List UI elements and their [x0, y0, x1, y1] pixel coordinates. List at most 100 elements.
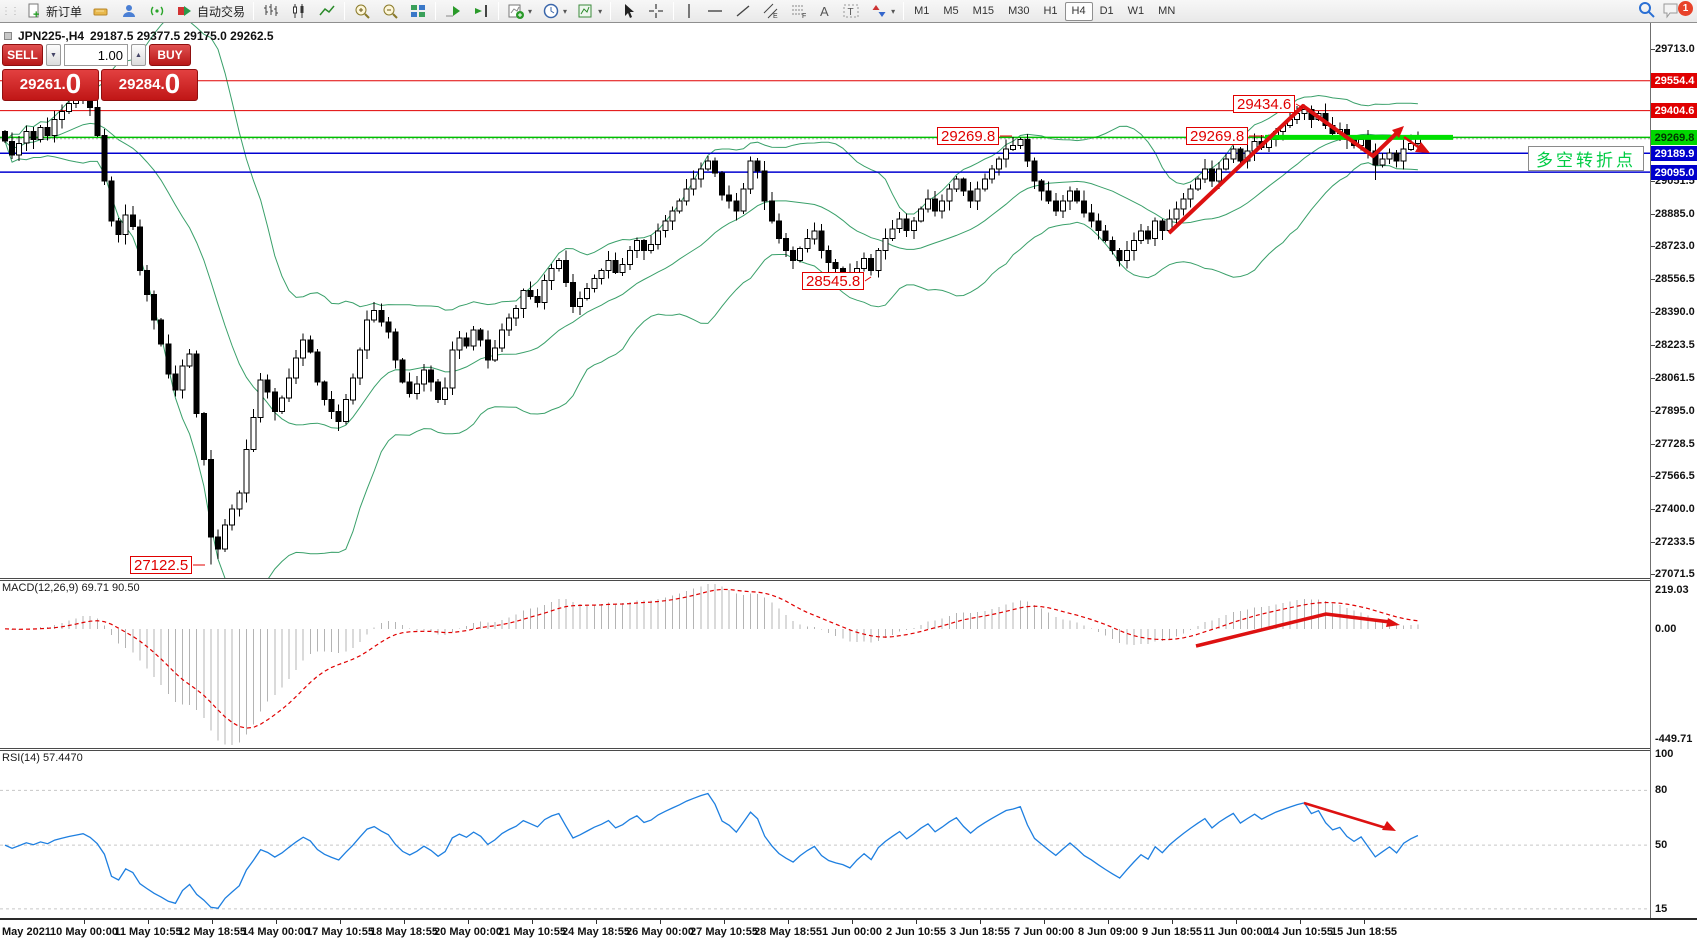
line-chart-button[interactable] — [313, 1, 341, 22]
price-annotation-label[interactable]: 29269.8 — [937, 127, 1000, 145]
line-chart-icon — [318, 2, 336, 20]
indicators-button[interactable]: ▾ — [572, 1, 607, 22]
timeframe-d1[interactable]: D1 — [1099, 5, 1114, 17]
gold-bar-icon — [92, 2, 110, 20]
time-axis[interactable]: May 2021 10 May 00:00 11 May 10:55 12 May 1… — [0, 918, 1697, 942]
tile-windows-button[interactable] — [404, 1, 432, 22]
axis-tick — [1651, 509, 1655, 510]
auto-scroll-icon — [444, 2, 462, 20]
lot-size-input[interactable] — [64, 44, 128, 66]
bull-bear-pivot-note[interactable]: 多空转折点 — [1528, 146, 1644, 171]
new-chart-button[interactable]: ▾ — [502, 1, 537, 22]
price-annotation-label[interactable]: 28545.8 — [802, 272, 865, 290]
new-order-icon: + — [25, 2, 43, 20]
fibonacci-tool[interactable]: F — [785, 1, 813, 22]
auto-scroll-button[interactable] — [439, 1, 467, 22]
separator — [498, 2, 500, 20]
timeframe-h1[interactable]: H1 — [1043, 5, 1058, 17]
chat-icon[interactable] — [1661, 0, 1681, 23]
deposit-button[interactable] — [87, 1, 115, 22]
autotrading-button[interactable]: 自动交易 — [171, 1, 250, 22]
horizontal-line-tool[interactable] — [701, 1, 729, 22]
macd-axis-min: -449.71 — [1655, 733, 1693, 745]
price-axis[interactable]: 29713.029380.029051.528885.028723.028556… — [1650, 23, 1697, 942]
date-label: 21 May 10:55 — [498, 926, 566, 938]
timeframe-m1[interactable]: M1 — [914, 5, 930, 17]
macd-axis-max: 219.03 — [1655, 584, 1689, 596]
price-annotation-label[interactable]: 29434.6 — [1233, 95, 1296, 113]
community-button[interactable] — [115, 1, 143, 22]
timeframe-m15[interactable]: M15 — [972, 5, 995, 17]
pane-splitter[interactable] — [0, 578, 1650, 581]
axis-tick — [1651, 444, 1655, 445]
axis-tick — [1651, 214, 1655, 215]
date-tick — [404, 920, 405, 924]
arrows-tool[interactable]: ▾ — [865, 1, 900, 22]
cursor-tool-button[interactable] — [614, 1, 642, 22]
vertical-line-icon — [682, 2, 696, 20]
signals-button[interactable] — [143, 1, 171, 22]
chart-shift-icon — [472, 2, 490, 20]
rsi-pane-canvas[interactable] — [0, 751, 1650, 918]
autotrading-icon — [176, 2, 194, 20]
channel-tool[interactable]: E — [757, 1, 785, 22]
trendline-tool[interactable] — [729, 1, 757, 22]
date-tick — [1044, 920, 1045, 924]
sell-button[interactable]: SELL — [2, 44, 43, 66]
zoom-in-button[interactable] — [348, 1, 376, 22]
vertical-line-tool[interactable] — [677, 1, 701, 22]
date-label: 11 Jun 00:00 — [1203, 926, 1269, 938]
price-level-badge: 29554.4 — [1651, 73, 1697, 88]
zoom-out-button[interactable] — [376, 1, 404, 22]
chart-ohlc-values: 29187.5 29377.5 29175.0 29262.5 — [90, 29, 274, 43]
date-label: 1 Jun 00:00 — [822, 926, 882, 938]
date-tick — [1172, 920, 1173, 924]
bid-price-big-digit: 0 — [65, 68, 82, 99]
date-label: 2 Jun 10:55 — [886, 926, 946, 938]
price-tick-label: 28723.0 — [1655, 240, 1695, 252]
buy-button[interactable]: BUY — [149, 44, 191, 66]
timeframe-w1[interactable]: W1 — [1127, 5, 1145, 17]
separator — [610, 2, 612, 20]
text-label-tool[interactable]: T — [837, 1, 865, 22]
svg-text:+: + — [33, 9, 39, 20]
axis-tick — [1651, 378, 1655, 379]
new-chart-icon — [507, 2, 525, 20]
text-tool[interactable]: A — [813, 1, 837, 22]
timeframe-h4[interactable]: H4 — [1064, 1, 1093, 21]
zoom-in-icon — [353, 2, 371, 20]
rsi-axis-label: 100 — [1655, 748, 1674, 760]
price-annotation-label[interactable]: 29269.8 — [1186, 127, 1249, 145]
lot-increase-button[interactable]: ▲ — [131, 44, 146, 66]
ask-price-box[interactable]: 29284. 0 — [101, 69, 198, 101]
pane-splitter[interactable] — [0, 748, 1650, 751]
macd-indicator-label: MACD(12,26,9) 69.71 90.50 — [2, 582, 140, 594]
price-tick-label: 28885.0 — [1655, 208, 1695, 220]
axis-tick — [1651, 246, 1655, 247]
macd-pane-canvas[interactable] — [0, 581, 1650, 748]
axis-tick — [1651, 476, 1655, 477]
chart-shift-button[interactable] — [467, 1, 495, 22]
main-chart-canvas[interactable] — [0, 23, 1650, 578]
timeframe-mn[interactable]: MN — [1158, 5, 1176, 17]
new-order-button[interactable]: + 新订单 — [20, 1, 87, 22]
bar-chart-button[interactable] — [257, 1, 285, 22]
crosshair-tool-button[interactable] — [642, 1, 670, 22]
lot-decrease-button[interactable]: ▼ — [46, 44, 61, 66]
separator — [344, 2, 346, 20]
date-tick — [596, 920, 597, 924]
candlestick-chart-button[interactable] — [285, 1, 313, 22]
notification-badge[interactable]: 1 — [1678, 1, 1693, 16]
timeframe-m5[interactable]: M5 — [943, 5, 959, 17]
chart-title: JPN225-,H4 29187.5 29377.5 29175.0 29262… — [4, 29, 274, 43]
chevron-down-icon: ▾ — [528, 6, 533, 16]
price-level-badge: 29404.6 — [1651, 103, 1697, 118]
periods-button[interactable]: ▾ — [537, 1, 572, 22]
date-tick — [468, 920, 469, 924]
arrows-icon — [870, 2, 888, 20]
price-annotation-label[interactable]: 27122.5 — [130, 556, 193, 574]
timeframe-m30[interactable]: M30 — [1008, 5, 1030, 17]
bid-price-box[interactable]: 29261. 0 — [2, 69, 99, 101]
search-icon[interactable] — [1637, 0, 1657, 23]
text-label-icon: T — [842, 2, 860, 20]
